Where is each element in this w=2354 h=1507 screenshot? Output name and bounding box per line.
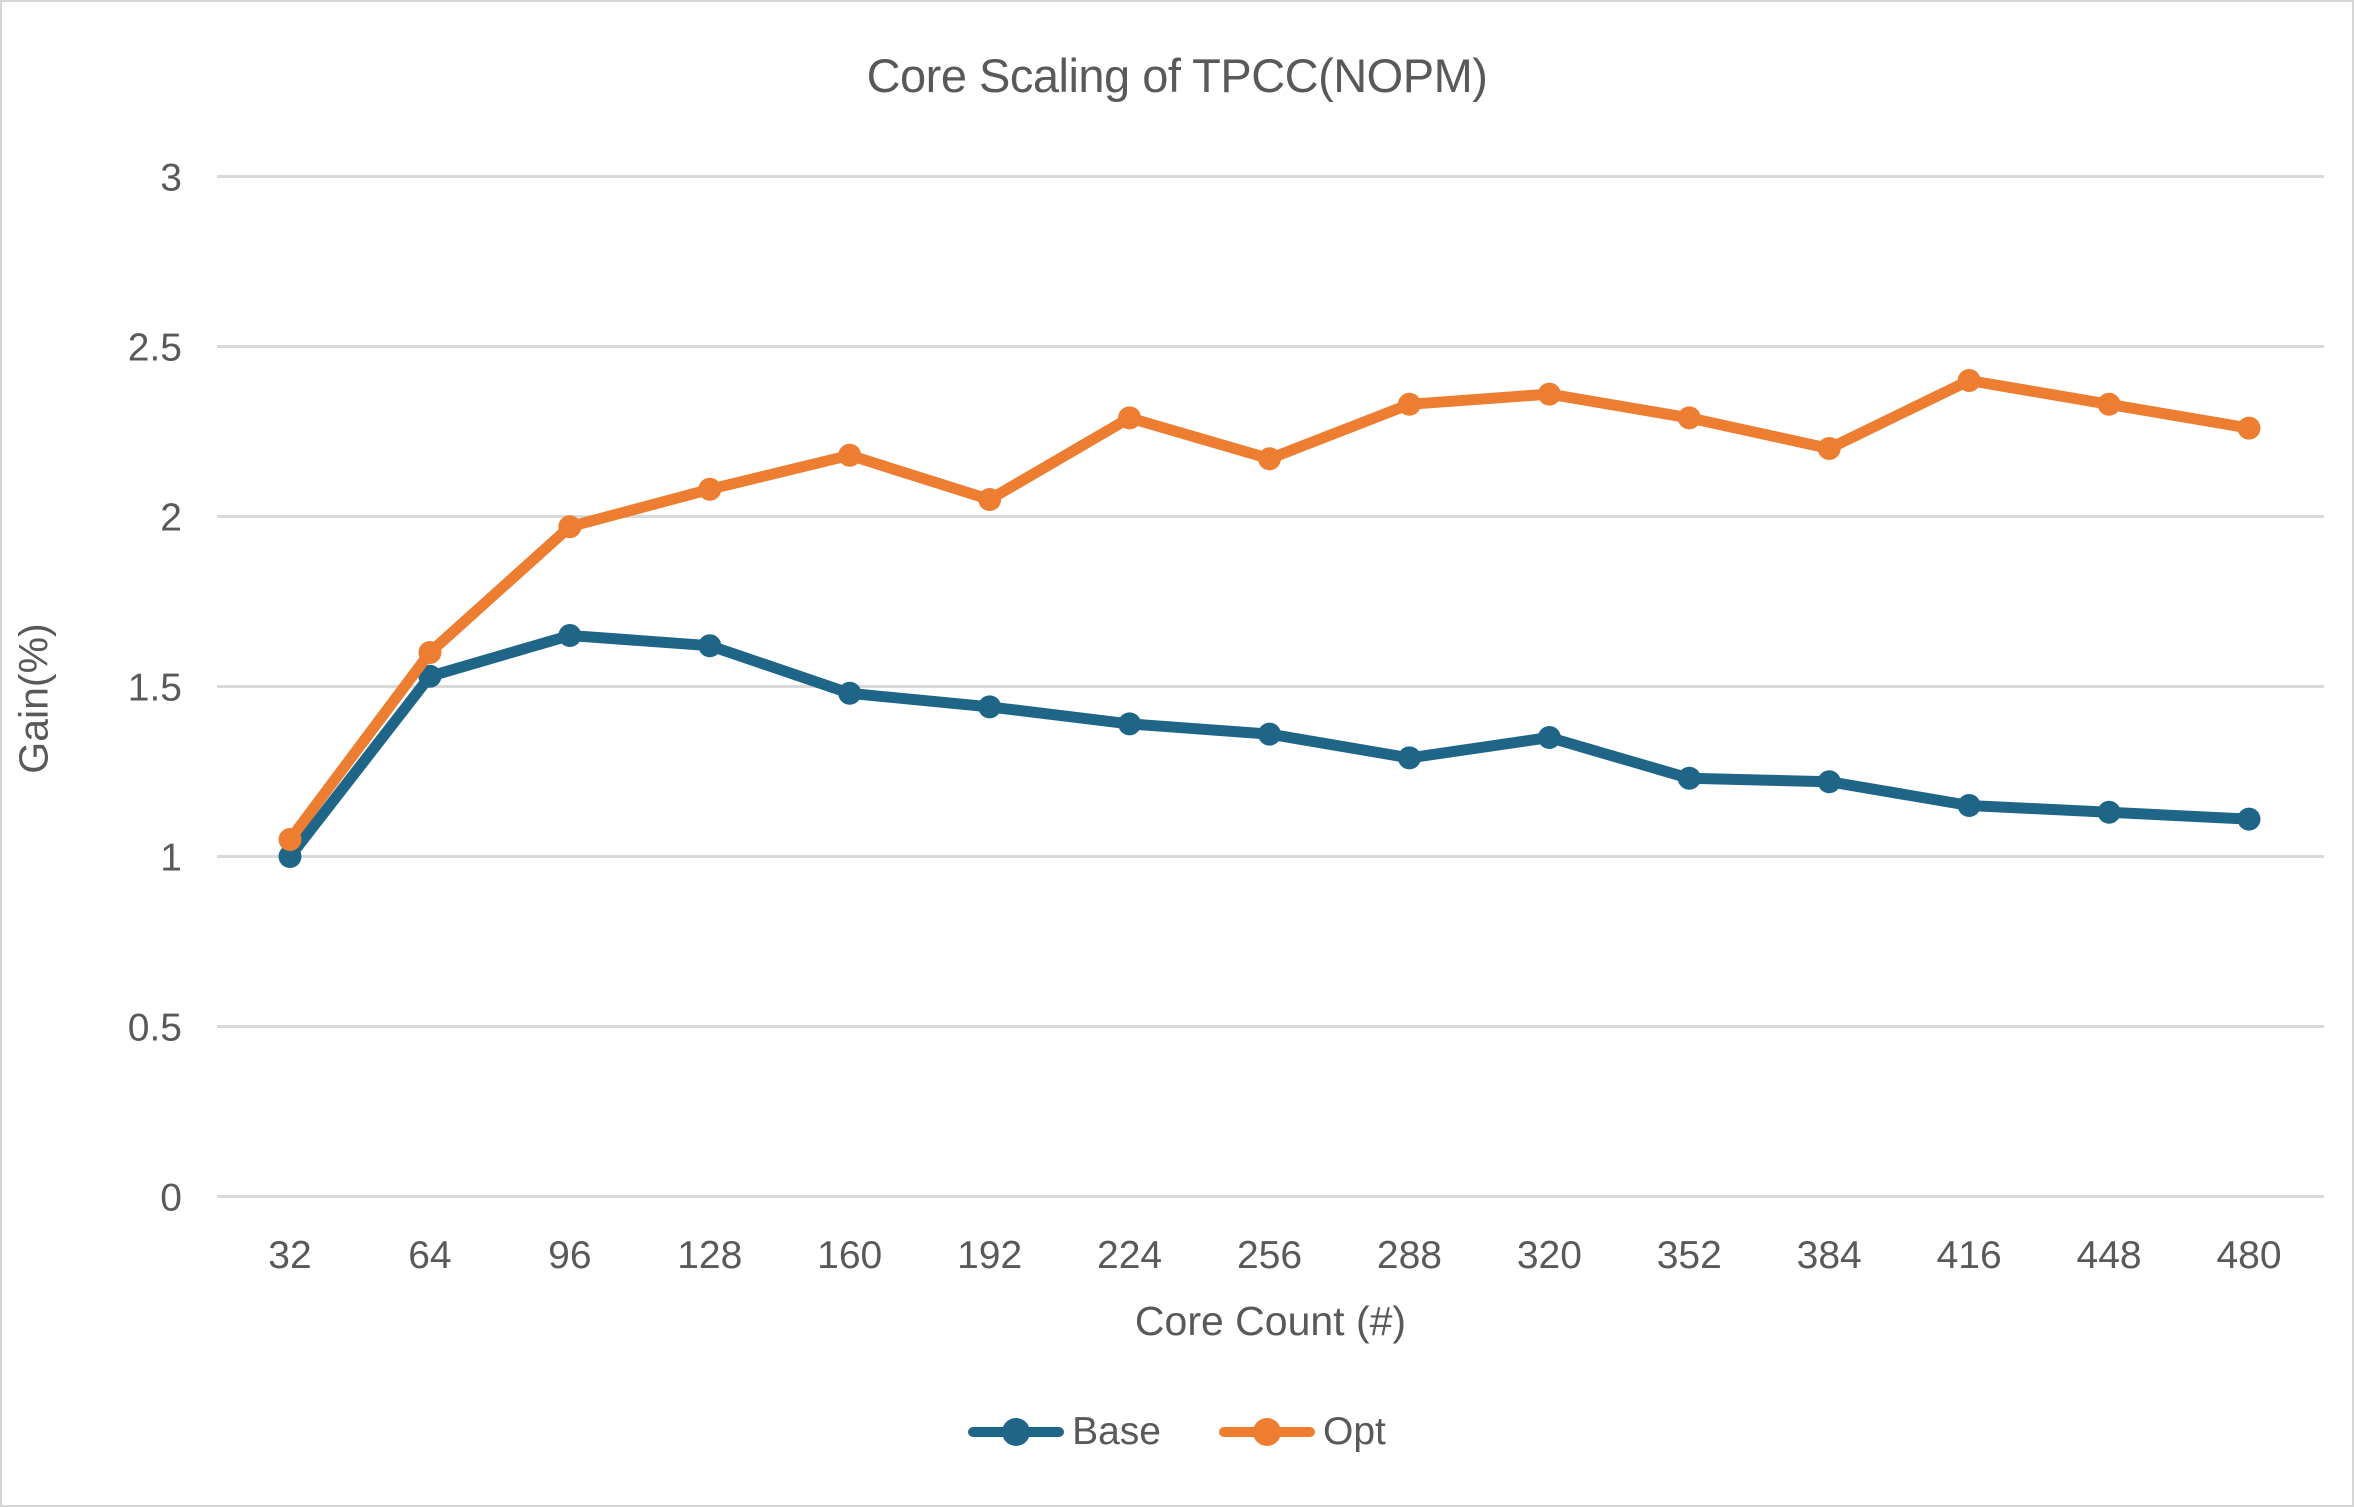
- x-axis-title: Core Count (#): [1134, 1298, 1407, 1344]
- data-point-opt: [558, 515, 582, 539]
- data-point-opt: [1397, 392, 1421, 416]
- y-axis-title: Gain(%): [10, 623, 57, 774]
- y-tick-label: 2.5: [128, 327, 182, 370]
- base-series-marker-icon: [968, 1417, 1065, 1447]
- data-point-opt: [278, 828, 302, 851]
- x-tick-label: 288: [1377, 1234, 1442, 1277]
- y-tick-label: 0: [160, 1177, 182, 1220]
- x-tick-label: 416: [1937, 1234, 2002, 1277]
- x-tick-label: 480: [2216, 1234, 2281, 1277]
- data-point-base: [1118, 712, 1142, 736]
- x-tick-label: 96: [548, 1234, 591, 1277]
- legend-label-opt: Opt: [1323, 1410, 1386, 1453]
- data-point-base: [1677, 766, 1701, 790]
- data-point-base: [1258, 722, 1281, 746]
- data-point-base: [418, 664, 442, 688]
- data-point-opt: [1677, 406, 1701, 430]
- y-tick-label: 2: [160, 497, 182, 540]
- legend-item-opt: Opt: [1219, 1410, 1386, 1454]
- x-tick-label: 32: [268, 1234, 311, 1277]
- data-point-opt: [698, 477, 722, 501]
- data-point-base: [1817, 770, 1841, 794]
- data-point-base: [1957, 794, 1981, 817]
- y-tick-label: 3: [160, 157, 182, 200]
- data-point-base: [978, 695, 1002, 719]
- data-point-opt: [1258, 447, 1281, 471]
- y-tick-label: 0.5: [128, 1007, 182, 1050]
- opt-series-marker-icon: [1219, 1417, 1316, 1447]
- x-tick-label: 192: [957, 1234, 1022, 1277]
- data-point-base: [1397, 746, 1421, 770]
- x-tick-label: 224: [1097, 1234, 1162, 1277]
- x-tick-label: 448: [2077, 1234, 2142, 1277]
- legend-label-base: Base: [1072, 1410, 1162, 1453]
- x-tick-label: 320: [1517, 1234, 1582, 1277]
- data-point-base: [278, 845, 302, 868]
- data-point-opt: [1817, 437, 1841, 460]
- legend: Base Opt: [2, 1410, 2352, 1454]
- data-point-opt: [418, 641, 442, 664]
- data-point-opt: [838, 443, 862, 467]
- x-tick-label: 64: [408, 1234, 451, 1277]
- x-tick-label: 128: [677, 1234, 742, 1277]
- y-tick-label: 1.5: [128, 667, 182, 710]
- x-tick-label: 160: [817, 1234, 882, 1277]
- data-point-base: [838, 681, 862, 705]
- data-point-base: [558, 624, 582, 647]
- data-point-base: [698, 634, 722, 658]
- data-point-base: [2097, 800, 2121, 824]
- data-point-opt: [1537, 382, 1561, 406]
- data-point-opt: [1957, 369, 1981, 392]
- data-point-opt: [2237, 416, 2261, 440]
- chart-title: Core Scaling of TPCC(NOPM): [866, 49, 1488, 102]
- data-point-base: [2237, 807, 2261, 831]
- series-line-base: [284, 630, 2255, 862]
- x-tick-label: 384: [1797, 1234, 1862, 1277]
- data-point-opt: [2097, 392, 2121, 416]
- legend-item-base: Base: [968, 1410, 1161, 1454]
- x-tick-label: 256: [1237, 1234, 1302, 1277]
- x-tick-label: 352: [1657, 1234, 1722, 1277]
- data-point-opt: [978, 488, 1002, 511]
- data-point-opt: [1118, 406, 1142, 430]
- data-point-base: [1537, 726, 1561, 749]
- y-tick-label: 1: [160, 837, 182, 880]
